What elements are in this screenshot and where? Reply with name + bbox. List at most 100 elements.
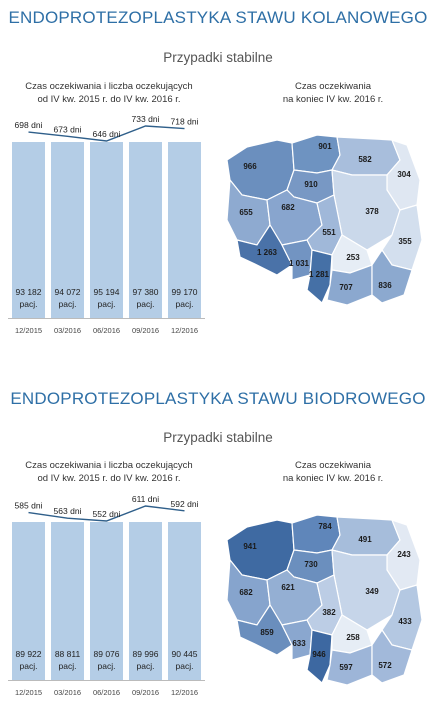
chart-1-caption-line2: od IV kw. 2015 r. do IV kw. 2016 r.: [37, 94, 181, 105]
map-label-malopolskie: 597: [339, 663, 353, 672]
map-label-lubuskie: 655: [239, 208, 253, 217]
map-2-caption-line1: Czas oczekiwania: [294, 460, 372, 471]
line-point-label: 733 dni: [132, 115, 160, 124]
map-2-caption-line2: na koniec IV kw. 2016 r.: [282, 473, 384, 484]
line-point-label: 698 dni: [15, 120, 43, 130]
map-label-wielkopolskie: 682: [281, 203, 295, 212]
map-label-mazowieckie: 349: [365, 587, 379, 596]
bar-unit-label: pacj.: [20, 299, 38, 309]
map-label-pomorskie: 901: [318, 142, 332, 151]
map-1-caption: Czas oczekiwania na koniec IV kw. 2016 r…: [230, 80, 436, 106]
bar-line-chart-knee: 93 182 pacj. 12/2015 94 072 pacj. 03/2016 95 1…: [8, 115, 205, 335]
line-point-label: 592 dni: [171, 499, 199, 509]
section-1-title: ENDOPROTEZOPLASTYKA STAWU KOLANOWEGO: [8, 8, 428, 27]
bar-unit-label: pacj.: [137, 661, 155, 671]
x-tick-label: 12/2016: [171, 688, 198, 697]
bar-12/2016: [168, 142, 201, 318]
x-tick-label: 06/2016: [93, 326, 120, 335]
map-2-caption: Czas oczekiwania na koniec IV kw. 2016 r…: [230, 459, 436, 485]
bar-unit-label: pacj.: [176, 299, 194, 309]
x-tick-label: 06/2016: [93, 688, 120, 697]
line-point-label: 718 dni: [171, 117, 199, 127]
line-point-label: 585 dni: [15, 501, 43, 511]
bar-value-label: 88 811: [55, 649, 81, 659]
map-label-opolskie: 633: [292, 639, 306, 648]
bar-unit-label: pacj.: [59, 299, 77, 309]
bar-value-label: 89 076: [94, 649, 120, 659]
bar-value-label: 99 170: [172, 287, 198, 297]
line-point-label: 552 dni: [93, 509, 121, 519]
bar-unit-label: pacj.: [98, 299, 116, 309]
line-point-label: 563 dni: [54, 506, 82, 516]
map-label-pomorskie: 784: [318, 522, 332, 531]
section-1-subtitle: Przypadki stabilne: [163, 50, 273, 65]
x-tick-label: 03/2016: [54, 688, 81, 697]
map-label-slaskie: 1 281: [309, 270, 330, 279]
map-label-wielkopolskie: 621: [281, 583, 295, 592]
map-label-swietokrzyskie: 258: [346, 633, 360, 642]
region-podkarpackie: [371, 628, 413, 684]
map-1-caption-line1: Czas oczekiwania: [294, 81, 372, 92]
map-label-podkarpackie: 572: [378, 661, 392, 670]
map-label-lodzkie: 551: [322, 228, 336, 237]
x-tick-label: 12/2015: [15, 688, 42, 697]
map-label-zachodniopomorskie: 966: [243, 162, 257, 171]
bar-unit-label: pacj.: [98, 661, 116, 671]
bar-unit-label: pacj.: [20, 661, 38, 671]
line-point-label: 673 dni: [54, 124, 82, 134]
chart-2-caption: Czas oczekiwania i liczba oczekujących o…: [0, 459, 218, 485]
bar-unit-label: pacj.: [176, 661, 194, 671]
chart-2-caption-line2: od IV kw. 2015 r. do IV kw. 2016 r.: [37, 473, 181, 484]
bar-09/2016: [129, 142, 162, 318]
bar-value-label: 94 072: [55, 287, 81, 297]
bar-value-label: 93 182: [16, 287, 42, 297]
map-label-lodzkie: 382: [322, 608, 336, 617]
bar-value-label: 89 922: [16, 649, 42, 659]
bar-06/2016: [90, 142, 123, 318]
chart-1-caption-line1: Czas oczekiwania i liczba oczekujących: [25, 81, 193, 92]
bar-06/2016: [90, 522, 123, 680]
wait-time-line: [28, 125, 185, 142]
map-label-lubelskie: 433: [398, 617, 412, 626]
x-tick-label: 12/2015: [15, 326, 42, 335]
bar-03/2016: [51, 522, 84, 680]
line-point-label: 611 dni: [132, 495, 159, 504]
map-label-lubelskie: 355: [398, 237, 412, 246]
x-tick-label: 12/2016: [171, 326, 198, 335]
map-label-zachodniopomorskie: 941: [243, 542, 257, 551]
map-label-podlaskie: 243: [397, 550, 411, 559]
map-label-kujawsko-pomorskie: 910: [304, 180, 318, 189]
bar-value-label: 97 380: [133, 287, 159, 297]
map-1-caption-line2: na koniec IV kw. 2016 r.: [282, 94, 384, 105]
map-label-dolnoslaskie: 1 263: [257, 248, 278, 257]
line-point-label: 646 dni: [93, 129, 121, 139]
x-tick-label: 03/2016: [54, 326, 81, 335]
map-knee: 966 901 582 304 910 655 682 378 551 355 …: [226, 134, 423, 306]
bar-unit-label: pacj.: [59, 661, 77, 671]
map-label-warminsko-mazurskie: 491: [358, 535, 372, 544]
region-podkarpackie: [371, 248, 413, 304]
bar-12/2015: [12, 142, 45, 318]
bar-03/2016: [51, 142, 84, 318]
bar-12/2015: [12, 522, 45, 680]
bar-line-chart-hip: 89 922 pacj. 12/2015 88 811 pacj. 03/2016 89 0…: [8, 495, 205, 697]
map-label-dolnoslaskie: 859: [260, 628, 274, 637]
map-label-opolskie: 1 031: [289, 259, 310, 268]
wait-time-line: [28, 505, 185, 522]
map-label-kujawsko-pomorskie: 730: [304, 560, 318, 569]
x-tick-label: 09/2016: [132, 326, 159, 335]
chart-2-caption-line1: Czas oczekiwania i liczba oczekujących: [25, 460, 193, 471]
map-label-lubuskie: 682: [239, 588, 253, 597]
map-label-slaskie: 946: [312, 650, 326, 659]
map-label-mazowieckie: 378: [365, 207, 379, 216]
map-label-warminsko-mazurskie: 582: [358, 155, 372, 164]
bar-09/2016: [129, 522, 162, 680]
map-hip: 941 784 491 243 730 682 621 349 382 433 …: [226, 514, 423, 686]
section-2-subtitle: Przypadki stabilne: [163, 430, 273, 445]
bar-value-label: 89 996: [133, 649, 159, 659]
map-label-malopolskie: 707: [339, 283, 353, 292]
bar-value-label: 90 445: [172, 649, 198, 659]
x-tick-label: 09/2016: [132, 688, 159, 697]
section-2-title: ENDOPROTEZOPLASTYKA STAWU BIODROWEGO: [10, 389, 426, 408]
bar-value-label: 95 194: [94, 287, 120, 297]
